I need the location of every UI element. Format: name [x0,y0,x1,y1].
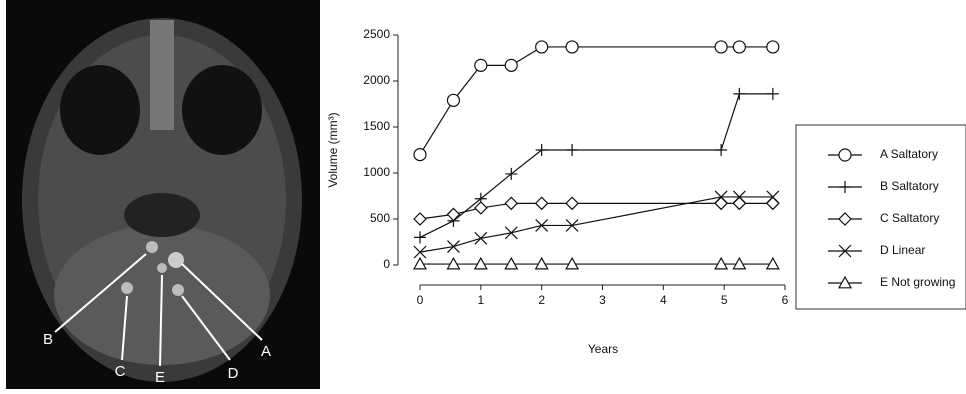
lesion [172,284,184,296]
sinus [60,65,140,155]
legend-label: C Saltatory [880,211,939,225]
marker [505,197,517,209]
series-line [420,94,773,238]
marker [536,197,548,209]
lesion [121,282,133,294]
marker [715,144,727,156]
legend-label: B Saltatory [880,179,939,193]
marker [733,88,745,100]
marker [414,231,426,243]
y-tick-label: 2500 [363,27,390,41]
x-tick-label: 0 [417,293,424,307]
figure: A B C D E Volume (mm³) Years 05001000150… [0,0,966,389]
marker [505,59,517,71]
sinus [182,65,262,155]
marker [475,202,487,214]
marker [505,227,517,239]
marker [414,213,426,225]
brainstem [124,193,200,237]
lesion [168,252,184,268]
series-line [420,47,773,155]
nasal-septum [150,20,174,130]
marker [566,197,578,209]
lesion [146,241,158,253]
marker [414,246,426,258]
marker [733,197,745,209]
marker [447,94,459,106]
marker [715,197,727,209]
legend-label: A Saltatory [880,147,938,161]
y-tick-label: 0 [383,257,390,271]
x-tick-label: 3 [599,293,606,307]
x-tick-label: 2 [538,293,545,307]
marker [566,144,578,156]
marker [414,149,426,161]
marker [536,144,548,156]
marker [566,41,578,53]
image-label: D [228,365,239,382]
y-tick-label: 1000 [363,165,390,179]
image-label: A [261,343,271,360]
y-axis-label: Volume (mm³) [326,112,340,187]
marker [475,232,487,244]
image-label: C [115,363,126,380]
marker [767,88,779,100]
y-tick-label: 500 [370,211,390,225]
marker [733,41,745,53]
x-axis-label: Years [588,342,618,356]
lesion [157,263,167,273]
marker [475,59,487,71]
mri-image: A B C D E [6,0,320,389]
legend-label: E Not growing [880,275,955,289]
legend-marker [839,149,851,161]
image-label: E [155,369,165,386]
y-tick-label: 1500 [363,119,390,133]
marker [767,197,779,209]
marker [767,41,779,53]
marker [447,241,459,253]
legend-marker [839,181,851,193]
legend-label: D Linear [880,243,925,257]
x-tick-label: 6 [782,293,789,307]
marker [536,41,548,53]
marker [715,41,727,53]
image-label: B [43,331,53,348]
x-tick-label: 1 [477,293,484,307]
x-tick-label: 5 [721,293,728,307]
x-tick-label: 4 [660,293,667,307]
y-tick-label: 2000 [363,73,390,87]
legend-marker [839,213,851,225]
marker [447,208,459,220]
